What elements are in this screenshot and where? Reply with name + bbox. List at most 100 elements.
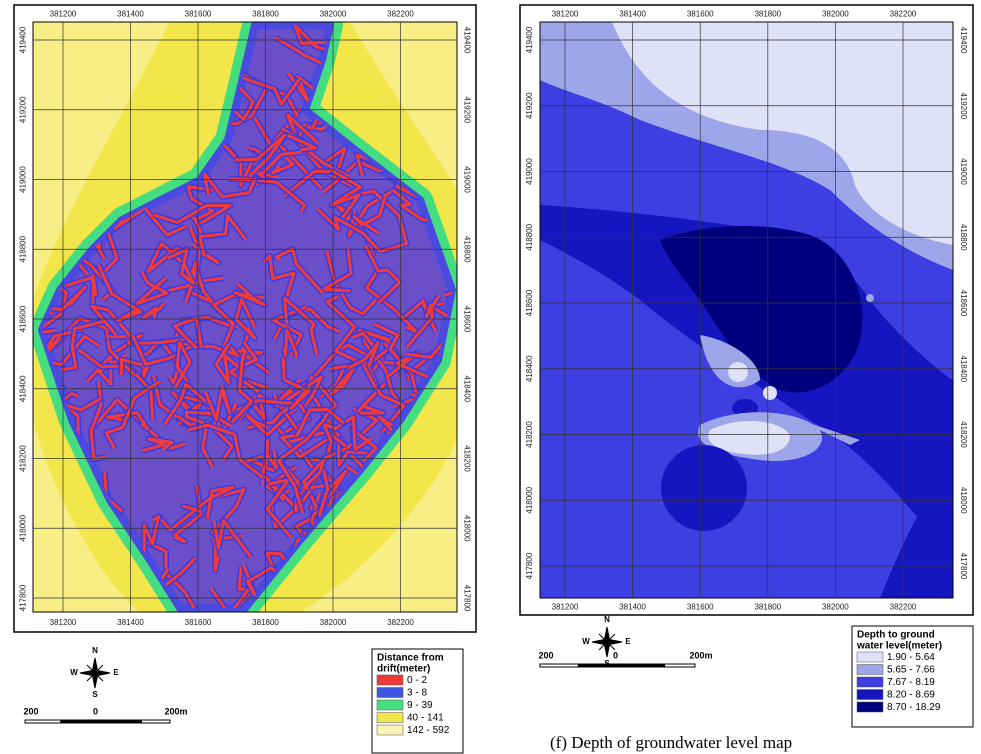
x-coord-label: 381400 [619,10,646,19]
y-coord-label: 418400 [525,355,534,382]
legend-title: Distance from [377,653,444,664]
legend-swatch [377,713,403,723]
legend-swatch [377,700,403,710]
compass-w: W [582,637,590,646]
x-coord-label: 381200 [552,603,579,612]
scale-label: 200 [23,706,38,716]
scale-label: 0 [613,650,618,660]
y-coord-label: 418200 [462,445,471,472]
compass-w: W [70,668,78,677]
legend-title: drift(meter) [377,664,430,675]
x-coord-label: 382200 [387,618,414,627]
y-coord-label: 419200 [462,96,471,123]
x-coord-label: 382000 [822,603,849,612]
x-coord-label: 381800 [252,618,279,627]
y-coord-label: 419200 [19,96,28,123]
y-coord-label: 418000 [19,514,28,541]
y-coord-label: 418400 [959,355,968,382]
scale-bar-segment [578,664,616,667]
y-coord-label: 418800 [462,236,471,263]
legend-title: Depth to ground [857,630,935,641]
y-coord-label: 419400 [525,26,534,53]
x-coord-label: 381600 [687,603,714,612]
drift-distance-map: 381200 381200 381400 381400 381600 381600 3818… [0,1,485,632]
scale-bar-segment [60,720,95,723]
y-coord-label: 417800 [525,552,534,579]
legend-label: 0 - 2 [407,675,427,686]
legend-swatch [857,665,883,675]
y-coord-label: 418200 [19,445,28,472]
y-coord-label: 418600 [959,290,968,317]
legend-label: 8.20 - 8.69 [887,690,935,701]
caption: (f) Depth of groundwater level map [550,733,792,752]
y-coord-label: 418800 [959,224,968,251]
y-coord-label: 418200 [959,421,968,448]
y-coord-label: 418400 [462,375,471,402]
legend-label: 40 - 141 [407,713,444,724]
y-coord-label: 418800 [525,223,534,250]
x-coord-label: 382200 [890,10,917,19]
x-coord-label: 382200 [890,603,917,612]
y-coord-label: 417800 [19,584,28,611]
legend-swatch [377,688,403,698]
y-coord-label: 417800 [959,553,968,580]
y-coord-label: 419400 [959,27,968,54]
legend-label: 8.70 - 18.29 [887,702,941,713]
y-coord-label: 419200 [525,92,534,119]
x-coord-label: 382000 [320,618,347,627]
y-coord-label: 418000 [462,515,471,542]
legend-swatch [857,702,883,712]
y-coord-label: 418000 [959,487,968,514]
y-coord-label: 419000 [19,166,28,193]
legend-label: 9 - 39 [407,700,433,711]
y-coord-label: 418000 [525,486,534,513]
y-coord-label: 418200 [525,421,534,448]
scale-label: 0 [93,706,98,716]
figure: 381200 381200 381400 381400 381600 381600 3818… [0,0,981,754]
x-coord-label: 381800 [252,10,279,19]
y-coord-label: 419400 [19,26,28,53]
legend-swatch [377,675,403,685]
x-coord-label: 382000 [822,10,849,19]
x-coord-label: 381600 [185,10,212,19]
compass-s: S [92,690,98,699]
legend-swatch [377,725,403,735]
x-coord-label: 381400 [117,618,144,627]
y-coord-label: 418800 [19,235,28,262]
x-coord-label: 381200 [50,10,77,19]
x-coord-label: 381600 [185,618,212,627]
x-coord-label: 381400 [117,10,144,19]
legend-swatch [857,652,883,662]
compass-rose [80,658,110,688]
y-coord-label: 419400 [462,27,471,54]
legend-title: water level(meter) [856,641,942,652]
scale-label: 200 [538,650,553,660]
y-coord-label: 418600 [525,289,534,316]
y-coord-label: 418600 [19,305,28,332]
compass-n: N [604,615,610,624]
legend-label: 142 - 592 [407,725,450,736]
legend-label: 1.90 - 5.64 [887,652,935,663]
x-coord-label: 381200 [50,618,77,627]
x-coord-label: 381400 [619,603,646,612]
y-coord-label: 418400 [19,375,28,402]
legend-label: 5.65 - 7.66 [887,665,935,676]
x-coord-label: 381200 [552,10,579,19]
compass-n: N [92,646,98,655]
compass-e: E [113,668,119,677]
scale-label: 200m [164,706,187,716]
scale-bar-segment [96,720,143,723]
y-coord-label: 417800 [462,585,471,612]
y-coord-label: 419000 [959,158,968,185]
y-coord-label: 419200 [959,92,968,119]
legend-label: 7.67 - 8.19 [887,677,935,688]
x-coord-label: 382200 [387,10,414,19]
x-coord-label: 381800 [754,603,781,612]
legend-swatch [857,677,883,687]
groundwater-depth-map: 3812003812003814003814003816003816003818… [520,5,973,615]
compass-e: E [625,637,631,646]
y-coord-label: 419000 [462,166,471,193]
x-coord-label: 381800 [754,10,781,19]
y-coord-label: 419000 [525,158,534,185]
x-coord-label: 382000 [320,10,347,19]
